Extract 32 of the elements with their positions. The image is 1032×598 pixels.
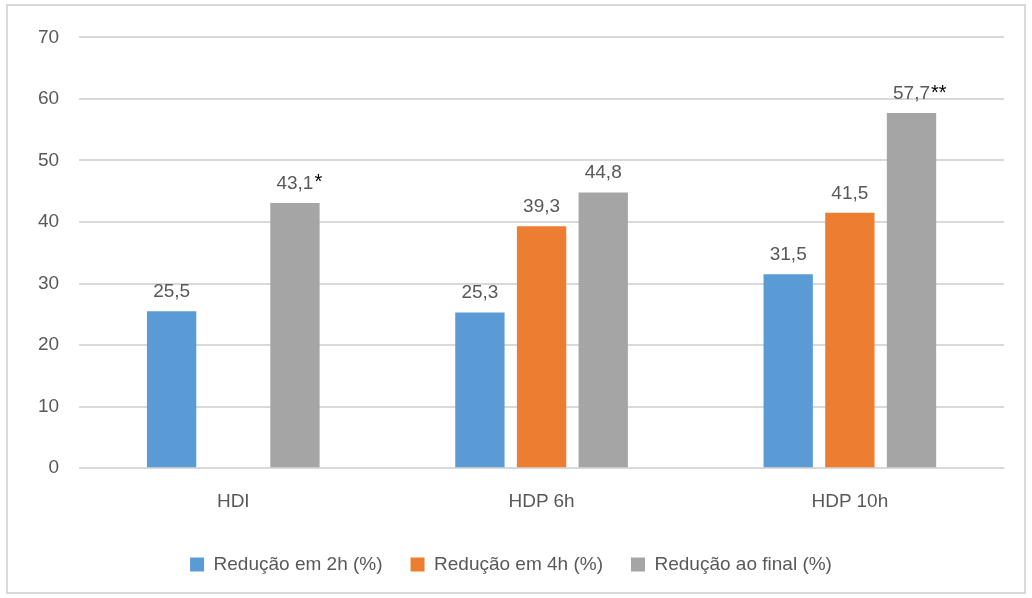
bar	[578, 192, 628, 468]
data-label: 43,1	[276, 171, 314, 193]
y-tick-label: 10	[37, 394, 60, 416]
y-tick-label: 70	[37, 25, 60, 47]
data-label: 31,5	[769, 243, 807, 265]
y-tick-label: 50	[37, 148, 60, 170]
legend-label: Redução em 2h (%)	[213, 552, 383, 574]
x-tick-label: HDI	[216, 489, 250, 511]
x-tick-label: HDP 10h	[811, 489, 889, 511]
annotation: *	[314, 170, 323, 193]
y-tick-label: 30	[37, 271, 60, 293]
bar	[886, 113, 937, 468]
bar	[270, 202, 320, 468]
legend-label: Redução ao final (%)	[654, 552, 832, 574]
data-label: 41,5	[831, 181, 869, 203]
legend-label: Redução em 4h (%)	[434, 552, 603, 574]
data-label: 25,3	[461, 281, 499, 303]
y-tick-label: 60	[37, 87, 60, 109]
y-tick-label: 0	[48, 456, 60, 478]
y-tick-label: 40	[37, 210, 60, 232]
y-tick-label: 20	[37, 333, 60, 355]
data-label: 39,3	[523, 195, 561, 217]
annotation: **	[931, 80, 947, 103]
data-label: 25,5	[153, 280, 191, 301]
data-label: 57,7	[893, 81, 931, 103]
bar	[516, 226, 567, 468]
x-tick-label: HDP 6h	[508, 489, 575, 511]
bar	[825, 212, 875, 468]
bar	[455, 312, 505, 468]
bar	[763, 274, 813, 468]
bar	[146, 311, 197, 468]
data-label: 44,8	[584, 161, 622, 183]
